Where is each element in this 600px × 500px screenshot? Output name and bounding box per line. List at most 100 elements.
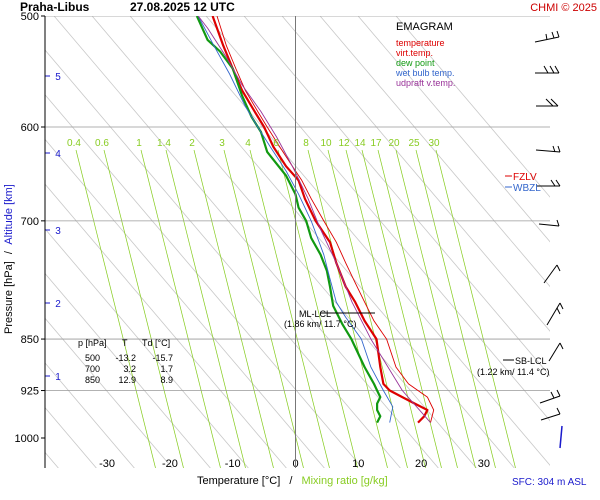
ml-lcl-label: ML-LCL xyxy=(299,309,331,319)
mixing-ratio-label: 17 xyxy=(370,138,382,149)
surface-height: SFC: 304 m ASL xyxy=(512,477,587,488)
credit-text: CHMI © 2025 xyxy=(530,2,597,14)
mixing-ratio-label: 20 xyxy=(388,138,400,149)
dry-adiabat xyxy=(45,228,249,468)
temperature-tick-label: -30 xyxy=(99,458,115,470)
mixing-ratio-label: 2 xyxy=(189,138,195,149)
sb-lcl-annotation: SB-LCL (1.22 km/ 11.4 °C) xyxy=(477,356,549,377)
mixing-ratio-label: 25 xyxy=(408,138,420,149)
mixing-ratio-label: 4 xyxy=(245,138,251,149)
table-header-t: T xyxy=(122,338,128,348)
mixing-ratio-label: 0.6 xyxy=(95,138,109,149)
temperature-tick-label: -20 xyxy=(162,458,178,470)
dry-adiabat xyxy=(395,16,550,198)
mixing-ratio-line xyxy=(277,149,358,468)
mixing-ratio-line xyxy=(193,149,274,468)
dry-adiabat xyxy=(45,138,325,468)
pressure-tick-label: 1000 xyxy=(15,433,39,445)
mixing-ratio-line xyxy=(395,149,476,468)
wind-barb xyxy=(539,395,561,404)
values-table: p [hPa] T Td [°C] 500 -13.2 -15.7 700 3.… xyxy=(78,338,173,385)
y-axis-label: Pressure [hPa] / Altitude [km] xyxy=(3,184,15,334)
temperature-tick-label: 30 xyxy=(478,458,490,470)
dry-adiabat xyxy=(45,94,363,468)
legend-title: EMAGRAM xyxy=(396,21,453,33)
altitude-tick-label: 3 xyxy=(55,226,61,237)
series-wet-bulb-temp xyxy=(197,16,394,423)
wind-barb xyxy=(535,149,561,153)
legend-item-dew-point: dew point xyxy=(396,58,435,68)
altitude-tick-label: 4 xyxy=(55,149,61,160)
dry-adiabat xyxy=(129,16,515,468)
mixing-ratio-label: 3 xyxy=(219,138,225,149)
mixing-ratio-line xyxy=(377,149,458,468)
pressure-tick-label: 700 xyxy=(21,216,39,228)
legend-item-wet-bulb: wet bulb temp. xyxy=(395,68,455,78)
fzlv-label: FZLV xyxy=(513,172,537,183)
chart-legend: EMAGRAM temperature virt.temp. dew point… xyxy=(395,21,455,88)
mixing-ratio-label: 0.4 xyxy=(67,138,81,149)
mixing-ratio-label: 8 xyxy=(303,138,309,149)
dry-adiabat xyxy=(45,183,287,468)
altitude-tick-label: 5 xyxy=(55,72,61,83)
series-virt-temp xyxy=(216,16,435,423)
table-cell: -15.7 xyxy=(152,353,173,363)
pressure-tick-label: 500 xyxy=(21,11,39,23)
table-cell: 1.7 xyxy=(160,364,173,374)
mixing-ratio-line xyxy=(345,149,426,468)
dry-adiabat xyxy=(243,16,550,377)
ml-lcl-value: (1.86 km/ 11.7 °C) xyxy=(284,319,356,329)
dry-adiabat xyxy=(45,362,135,468)
wind-barb xyxy=(546,302,561,326)
table-cell: 700 xyxy=(85,364,100,374)
table-header-p: p [hPa] xyxy=(78,338,107,348)
sounding-datetime: 27.08.2025 12 UTC xyxy=(130,0,235,14)
dry-adiabat xyxy=(357,16,550,243)
mixing-ratio-line xyxy=(223,149,304,468)
table-cell: -13.2 xyxy=(115,353,136,363)
table-cell: 500 xyxy=(85,353,100,363)
background-grid xyxy=(45,16,550,468)
station-name: Praha-Libus xyxy=(20,0,90,14)
temperature-tick-label: 20 xyxy=(415,458,427,470)
dry-adiabat xyxy=(91,16,477,468)
table-cell: 850 xyxy=(85,375,100,385)
table-cell: 12.9 xyxy=(118,375,136,385)
mixing-ratio-label: 12 xyxy=(338,138,350,149)
mixing-ratio-line xyxy=(435,149,516,468)
table-cell: 8.9 xyxy=(160,375,173,385)
sb-lcl-value: (1.22 km/ 11.4 °C) xyxy=(477,367,549,377)
ml-lcl-annotation: ML-LCL (1.86 km/ 11.7 °C) xyxy=(284,309,375,329)
altitude-tick-label: 2 xyxy=(55,299,61,310)
dry-adiabat xyxy=(167,16,550,466)
wind-barb xyxy=(548,342,561,362)
dry-adiabat xyxy=(281,16,550,332)
mixing-ratio-label: 30 xyxy=(428,138,440,149)
dry-adiabat xyxy=(45,317,173,468)
freezing-level-markers: FZLV WBZL xyxy=(505,172,541,194)
mixing-ratio-label: 1 xyxy=(136,138,142,149)
dry-adiabat xyxy=(319,16,550,288)
wind-barbs xyxy=(534,30,564,449)
series-udpraft-v-temp xyxy=(197,16,431,423)
legend-item-updraft: udpraft v.temp. xyxy=(396,78,455,88)
mixing-ratio-line xyxy=(361,149,442,468)
legend-item-temperature: temperature xyxy=(396,38,445,48)
mixing-ratio-label: 6 xyxy=(273,138,279,149)
sounding-profiles xyxy=(195,16,435,424)
wind-barb xyxy=(538,223,560,227)
sb-lcl-label: SB-LCL xyxy=(515,356,547,366)
mixing-ratio-label: 10 xyxy=(320,138,332,149)
mixing-ratio-line xyxy=(249,149,330,468)
dry-adiabat xyxy=(205,16,550,422)
dry-adiabat xyxy=(45,49,401,468)
mixing-ratio-label: 1.4 xyxy=(157,138,171,149)
temperature-tick-label: -10 xyxy=(225,458,241,470)
legend-item-virt-temp: virt.temp. xyxy=(396,48,433,58)
series-dew-point xyxy=(195,16,382,424)
mixing-ratio-line xyxy=(103,149,184,468)
altitude-tick-label: 1 xyxy=(55,372,61,383)
wind-barb xyxy=(543,264,558,284)
